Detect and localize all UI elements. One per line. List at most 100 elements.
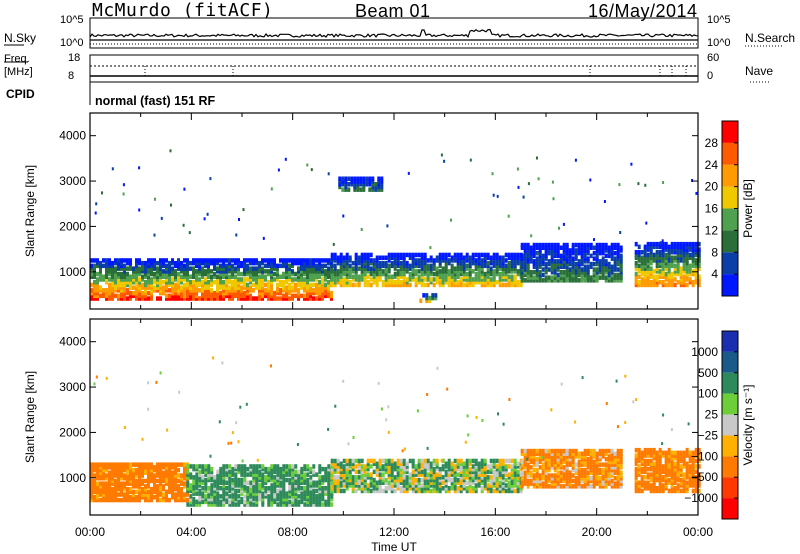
data-cell xyxy=(231,266,234,271)
data-cell xyxy=(411,260,415,266)
data-cell xyxy=(315,296,318,301)
data-cell xyxy=(156,269,159,274)
data-cell xyxy=(198,502,202,507)
data-cell xyxy=(523,454,527,459)
data-cell xyxy=(336,461,340,466)
data-cell xyxy=(351,277,355,282)
data-cell xyxy=(616,248,620,253)
data-cell xyxy=(664,260,668,266)
data-cell xyxy=(132,266,135,271)
data-cell xyxy=(348,469,352,475)
data-cell xyxy=(492,274,496,279)
data-cell xyxy=(682,260,686,266)
data-cell xyxy=(432,477,436,483)
data-cell xyxy=(357,260,361,266)
data-cell xyxy=(341,182,345,187)
data-cell xyxy=(264,277,267,282)
data-cell xyxy=(598,467,602,473)
data-cell xyxy=(664,453,668,458)
data-cell xyxy=(204,288,207,293)
data-cell xyxy=(339,466,343,472)
data-cell xyxy=(363,477,367,483)
data-cell xyxy=(688,453,692,458)
data-cell xyxy=(357,486,361,491)
data-cell xyxy=(168,497,171,503)
data-cell xyxy=(643,486,647,491)
data-cell xyxy=(228,475,232,480)
data-cell xyxy=(273,260,276,266)
data-cell xyxy=(577,242,581,248)
data-cell xyxy=(450,271,454,277)
data-cell xyxy=(297,266,300,271)
data-cell xyxy=(372,486,376,491)
data-cell xyxy=(321,491,325,496)
data-cell xyxy=(120,288,123,293)
data-cell xyxy=(195,293,198,299)
data-cell xyxy=(261,274,264,279)
data-cell xyxy=(456,466,460,472)
data-cell xyxy=(411,266,415,271)
data-cell xyxy=(327,475,331,480)
data-cell xyxy=(228,502,232,507)
data-cell xyxy=(222,472,226,477)
data-cell xyxy=(150,462,153,467)
data-cell xyxy=(144,465,147,470)
data-cell xyxy=(586,451,590,456)
data-cell xyxy=(523,459,527,465)
data-cell xyxy=(306,271,309,277)
data-cell xyxy=(189,494,193,499)
data-cell xyxy=(640,450,644,456)
data-cell xyxy=(405,263,409,269)
data-cell xyxy=(126,481,129,486)
data-cell xyxy=(261,496,265,502)
data-cell xyxy=(294,483,298,488)
data-cell xyxy=(261,486,265,491)
data-cell xyxy=(571,256,575,261)
data-cell xyxy=(616,467,620,473)
data-cell xyxy=(114,467,117,473)
data-cell xyxy=(643,271,647,277)
data-cell xyxy=(607,264,611,269)
data-cell xyxy=(237,499,241,505)
data-cell xyxy=(541,256,545,261)
data-cell xyxy=(655,269,659,274)
data-cell xyxy=(658,469,662,475)
data-cell xyxy=(447,280,451,285)
data-cell xyxy=(577,454,581,459)
data-cell xyxy=(450,280,454,285)
data-cell xyxy=(189,274,192,279)
data-cell xyxy=(156,465,159,470)
data-cell xyxy=(261,285,264,290)
data-cell xyxy=(523,267,527,272)
data-cell xyxy=(249,466,253,472)
data-cell xyxy=(279,496,283,502)
data-cell xyxy=(210,477,214,483)
data-cell xyxy=(474,469,478,475)
data-cell xyxy=(315,271,318,277)
data-cell xyxy=(201,269,204,274)
data-cell xyxy=(676,488,680,494)
data-cell xyxy=(108,282,111,288)
data-cell xyxy=(583,456,587,462)
data-speck xyxy=(239,405,242,409)
data-cell xyxy=(553,451,557,456)
velocity-colorbar-segment xyxy=(722,414,738,436)
data-cell xyxy=(523,264,527,269)
data-cell xyxy=(550,484,554,489)
data-cell xyxy=(168,296,171,301)
data-cell xyxy=(282,488,286,494)
data-cell xyxy=(444,488,448,494)
data-cell xyxy=(180,266,183,271)
data-cell xyxy=(619,261,623,267)
data-cell xyxy=(171,290,174,296)
data-cell xyxy=(108,260,111,266)
data-cell xyxy=(291,288,294,293)
data-cell xyxy=(99,462,102,467)
data-cell xyxy=(586,470,590,475)
data-cell xyxy=(589,264,593,269)
data-cell xyxy=(342,475,346,480)
data-cell xyxy=(580,245,584,250)
data-cell xyxy=(468,486,472,491)
data-cell xyxy=(513,266,517,271)
data-cell xyxy=(237,285,240,290)
